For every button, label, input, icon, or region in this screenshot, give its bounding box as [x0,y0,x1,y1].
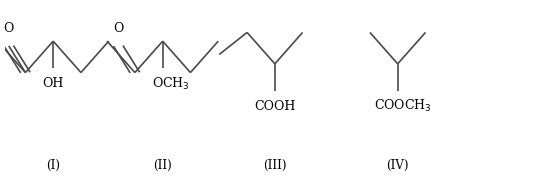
Text: (IV): (IV) [386,159,409,172]
Text: (III): (III) [263,159,287,172]
Text: (II): (II) [153,159,172,172]
Text: COOCH$_3$: COOCH$_3$ [375,98,432,114]
Text: O: O [113,22,124,35]
Text: COOH: COOH [254,100,295,113]
Text: O: O [4,22,14,35]
Text: OH: OH [42,77,64,90]
Text: (I): (I) [46,159,60,172]
Text: OCH$_3$: OCH$_3$ [152,75,190,92]
